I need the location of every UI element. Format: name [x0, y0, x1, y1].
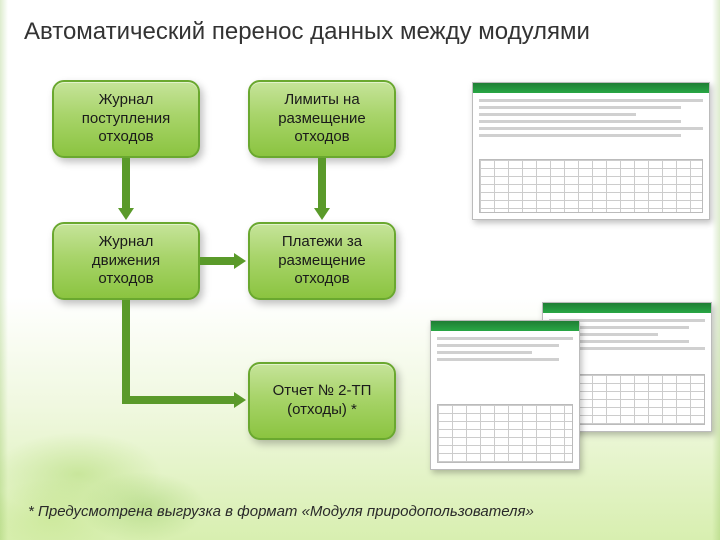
- edge-glow: [0, 0, 8, 540]
- node-payments: Платежи за размещение отходов: [248, 222, 396, 300]
- node-line: размещение: [278, 110, 366, 127]
- node-line: отходов: [294, 128, 349, 145]
- node-report-2tp: Отчет № 2-ТП (отходы) *: [248, 362, 396, 440]
- node-limits: Лимиты на размещение отходов: [248, 80, 396, 158]
- arrow-head: [314, 208, 330, 220]
- node-line: движения: [92, 252, 160, 269]
- node-line: Платежи за: [282, 233, 362, 250]
- node-line: Отчет № 2-ТП: [273, 382, 372, 399]
- node-line: Журнал: [99, 233, 154, 250]
- node-line: Журнал: [99, 91, 154, 108]
- node-line: Лимиты на: [284, 91, 359, 108]
- arrow-n1-n3: [122, 158, 130, 210]
- node-journal-incoming: Журнал поступления отходов: [52, 80, 200, 158]
- node-line: (отходы) *: [287, 401, 357, 418]
- arrow-head: [118, 208, 134, 220]
- node-line: отходов: [98, 270, 153, 287]
- node-line: поступления: [82, 110, 171, 127]
- node-line: размещение: [278, 252, 366, 269]
- arrow-head: [234, 392, 246, 408]
- screenshot-form-2: [430, 320, 580, 470]
- node-line: отходов: [98, 128, 153, 145]
- arrow-n3-n4: [200, 257, 236, 265]
- arrow-n3-n5-v: [122, 300, 130, 400]
- node-journal-movement: Журнал движения отходов: [52, 222, 200, 300]
- edge-glow: [712, 0, 720, 540]
- arrow-head: [234, 253, 246, 269]
- arrow-n3-n5-h: [122, 396, 236, 404]
- page-title: Автоматический перенос данных между моду…: [24, 18, 590, 46]
- screenshot-form-1: [472, 82, 710, 220]
- node-line: отходов: [294, 270, 349, 287]
- arrow-n2-n4: [318, 158, 326, 210]
- footnote: * Предусмотрена выгрузка в формат «Модул…: [28, 503, 534, 520]
